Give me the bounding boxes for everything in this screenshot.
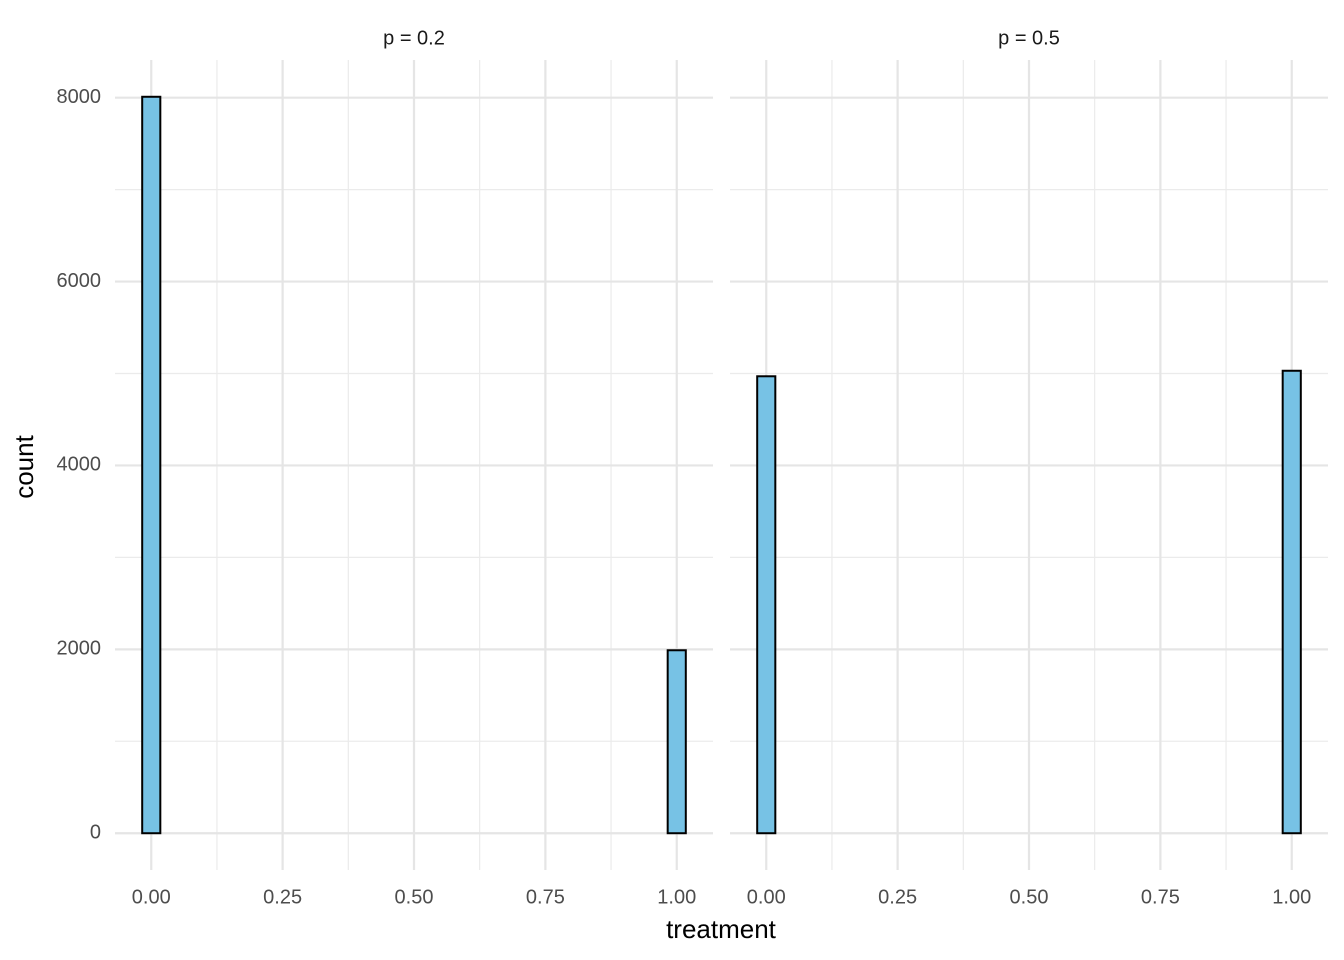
x-tick-label: 1.00 bbox=[1272, 886, 1311, 908]
panel-title: p = 0.2 bbox=[383, 27, 445, 49]
x-tick-label: 0.00 bbox=[132, 886, 171, 908]
x-tick-label: 0.50 bbox=[395, 886, 434, 908]
x-tick-label: 0.25 bbox=[263, 886, 302, 908]
y-tick-label: 6000 bbox=[57, 270, 102, 292]
bar bbox=[666, 649, 687, 835]
x-axis-label: treatment bbox=[666, 914, 777, 944]
y-tick-label: 8000 bbox=[57, 86, 102, 108]
x-tick-label: 0.50 bbox=[1010, 886, 1049, 908]
y-tick-label: 4000 bbox=[57, 454, 102, 476]
x-tick-label: 1.00 bbox=[657, 886, 696, 908]
y-axis-label: count bbox=[9, 434, 39, 498]
x-tick-label: 0.25 bbox=[878, 886, 917, 908]
y-tick-label: 0 bbox=[90, 822, 101, 844]
x-tick-label: 0.75 bbox=[526, 886, 565, 908]
x-tick-label: 0.00 bbox=[747, 886, 786, 908]
y-tick-label: 2000 bbox=[57, 638, 102, 660]
panel-title: p = 0.5 bbox=[998, 27, 1060, 49]
bar bbox=[756, 375, 777, 835]
bar bbox=[141, 95, 162, 835]
x-tick-label: 0.75 bbox=[1141, 886, 1180, 908]
bar bbox=[1281, 369, 1302, 835]
